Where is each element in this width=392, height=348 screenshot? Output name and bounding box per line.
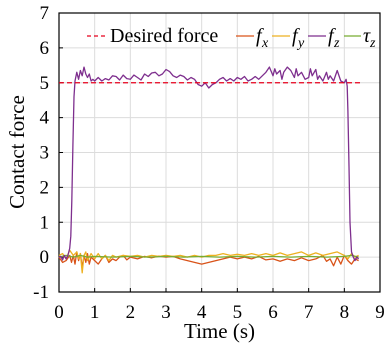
y-tick-label: 5 bbox=[40, 73, 50, 94]
legend-label-fy: f bbox=[292, 25, 300, 47]
legend-label-desired-force: Desired force bbox=[110, 25, 218, 47]
legend-label-fz-sub: z bbox=[333, 36, 340, 51]
x-tick-label: 6 bbox=[268, 302, 278, 323]
y-tick-label: -1 bbox=[33, 282, 49, 303]
plot-frame bbox=[58, 12, 381, 293]
legend-label-fx-sub: x bbox=[261, 36, 269, 51]
y-tick-label: 4 bbox=[40, 108, 50, 129]
legend-label-tauz-sub: z bbox=[369, 36, 376, 51]
x-tick-labels: 0 1 2 3 4 5 6 7 8 9 bbox=[54, 302, 385, 323]
grid bbox=[58, 12, 381, 293]
y-tick-label: 0 bbox=[40, 247, 50, 268]
data-series bbox=[58, 66, 363, 274]
x-tick-label: 8 bbox=[340, 302, 350, 323]
y-tick-label: 3 bbox=[40, 143, 50, 164]
x-tick-label: 3 bbox=[161, 302, 171, 323]
y-tick-label: 1 bbox=[40, 212, 50, 233]
legend-label-fz: f bbox=[328, 25, 336, 47]
series-line-fy bbox=[58, 249, 359, 274]
y-tick-label: 7 bbox=[40, 3, 50, 24]
legend-label-fy-sub: y bbox=[296, 36, 305, 51]
legend-label-tauz: τ bbox=[363, 25, 371, 47]
legend: Desired force f x f y f z τ z bbox=[87, 25, 376, 51]
x-axis-label: Time (s) bbox=[184, 319, 255, 343]
x-tick-label: 9 bbox=[375, 302, 385, 323]
series-line-tz bbox=[58, 254, 359, 258]
x-tick-label: 1 bbox=[90, 302, 100, 323]
x-tick-label: 2 bbox=[126, 302, 136, 323]
y-tick-labels: -1 0 1 2 3 4 5 6 7 bbox=[33, 3, 49, 303]
series-line-fz bbox=[58, 66, 360, 262]
y-tick-label: 6 bbox=[40, 38, 50, 59]
x-tick-label: 5 bbox=[233, 302, 243, 323]
x-tick-label: 0 bbox=[54, 302, 64, 323]
legend-label-fx: f bbox=[256, 25, 264, 47]
y-tick-label: 2 bbox=[40, 177, 50, 198]
y-axis-label: Contact force bbox=[5, 95, 29, 209]
x-tick-label: 7 bbox=[304, 302, 314, 323]
x-tick-label: 4 bbox=[197, 302, 207, 323]
